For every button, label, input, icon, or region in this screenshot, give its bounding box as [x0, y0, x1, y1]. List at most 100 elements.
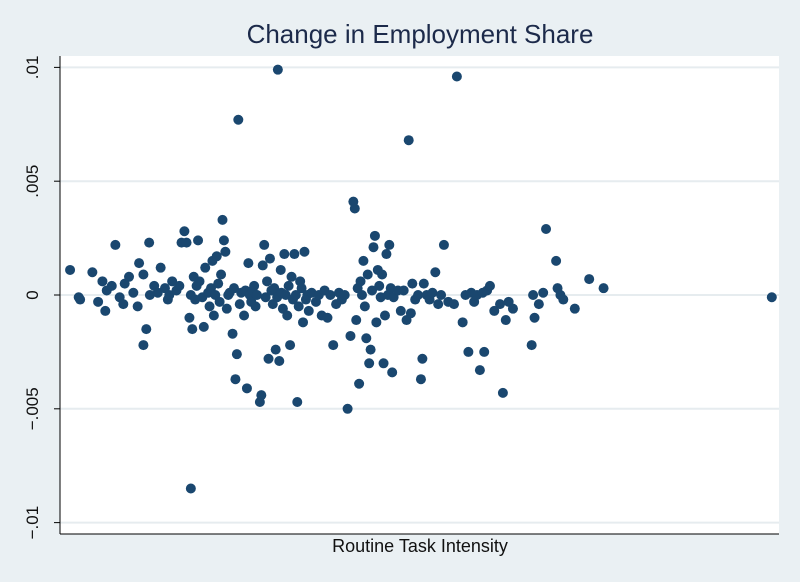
data-point — [124, 271, 135, 282]
data-point — [234, 299, 245, 310]
data-point — [270, 344, 281, 355]
data-point — [766, 292, 777, 303]
data-point — [233, 114, 244, 125]
data-point — [144, 290, 155, 300]
data-point — [87, 267, 98, 278]
data-point — [217, 214, 228, 225]
data-point — [328, 340, 339, 351]
data-point — [436, 290, 447, 300]
data-point — [296, 283, 307, 294]
data-point — [132, 301, 143, 312]
data-point — [484, 280, 495, 291]
data-point — [290, 290, 301, 300]
data-point — [598, 283, 609, 294]
data-point — [249, 280, 260, 291]
data-point — [214, 296, 225, 307]
data-point — [558, 294, 569, 305]
data-point — [569, 303, 580, 314]
data-point — [345, 330, 356, 341]
data-point — [285, 340, 296, 351]
data-point — [252, 290, 263, 300]
data-point — [181, 237, 192, 248]
data-point — [239, 310, 250, 321]
data-point — [489, 305, 500, 316]
data-point — [198, 321, 209, 332]
data-point — [403, 135, 414, 146]
data-point — [272, 64, 283, 75]
data-point — [221, 303, 232, 314]
data-point — [479, 346, 490, 357]
data-point — [241, 383, 252, 394]
data-point — [369, 230, 380, 241]
data-point — [413, 290, 424, 300]
data-point — [361, 333, 372, 344]
data-point — [269, 283, 280, 294]
data-point — [262, 276, 273, 287]
data-point — [279, 249, 290, 260]
data-point — [227, 328, 238, 339]
data-point — [497, 387, 508, 398]
data-point — [283, 280, 294, 291]
data-point — [364, 358, 375, 369]
data-point — [274, 356, 285, 367]
data-point — [356, 290, 367, 300]
data-point — [257, 260, 268, 271]
y-tick-label: −.01 — [23, 506, 42, 540]
data-point — [187, 324, 198, 335]
data-point — [213, 278, 224, 289]
data-point — [144, 237, 155, 248]
data-point — [259, 239, 270, 250]
data-point — [75, 294, 86, 305]
data-point — [405, 308, 416, 319]
data-point — [152, 287, 163, 298]
data-point — [584, 274, 595, 285]
data-point — [263, 353, 274, 364]
data-point — [322, 312, 333, 323]
data-point — [433, 299, 444, 310]
data-point — [457, 317, 468, 328]
data-point — [365, 344, 376, 355]
data-point — [298, 317, 309, 328]
data-point — [260, 292, 271, 303]
data-point — [303, 305, 314, 316]
data-point — [106, 280, 117, 291]
data-point — [264, 253, 275, 264]
data-point — [243, 258, 254, 269]
data-point — [507, 303, 518, 314]
data-point — [164, 290, 175, 300]
data-point — [528, 290, 539, 300]
data-point — [387, 367, 398, 378]
data-point — [438, 239, 449, 250]
data-point — [368, 242, 379, 253]
data-point — [292, 396, 303, 407]
data-point — [220, 246, 231, 257]
chart-title: Change in Employment Share — [247, 19, 594, 49]
y-tick-label: .005 — [23, 165, 42, 198]
data-point — [358, 255, 369, 266]
data-point — [216, 269, 227, 280]
data-point — [134, 258, 145, 269]
data-point — [282, 310, 293, 321]
data-point — [208, 310, 219, 321]
data-point — [128, 287, 139, 298]
data-point — [395, 305, 406, 316]
data-point — [193, 235, 204, 246]
x-axis-label: Routine Task Intensity — [332, 536, 508, 556]
data-point — [354, 378, 365, 389]
data-point — [379, 310, 390, 321]
data-point — [218, 235, 229, 246]
y-axis-ticks: −.01 −.005 0 .005 .01 — [23, 56, 60, 540]
data-point — [289, 249, 300, 260]
data-point — [417, 353, 428, 364]
data-point — [359, 301, 370, 312]
data-point — [141, 324, 152, 335]
data-point — [526, 340, 537, 351]
data-point — [415, 374, 426, 385]
data-point — [500, 315, 511, 326]
data-point — [110, 239, 121, 250]
data-point — [200, 262, 211, 273]
data-point — [533, 299, 544, 310]
data-point — [65, 264, 76, 275]
data-point — [194, 276, 205, 287]
data-point — [228, 283, 239, 294]
